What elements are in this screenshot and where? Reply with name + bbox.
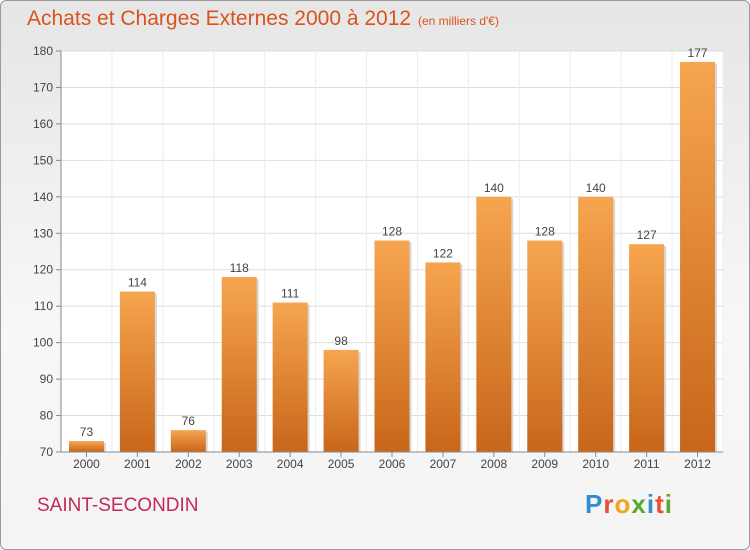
x-tick-label: 2008 — [480, 457, 507, 471]
logo-letter: P — [585, 489, 604, 519]
bar-2004[interactable] — [272, 302, 308, 452]
y-tick-label: 110 — [34, 299, 53, 313]
data-label: 118 — [230, 261, 249, 275]
data-label: 127 — [637, 228, 657, 242]
logo-letter: i — [646, 489, 656, 519]
x-tick-label: 2010 — [582, 457, 609, 471]
data-label: 128 — [535, 225, 555, 239]
chart-title: Achats et Charges Externes 2000 à 2012 — [27, 7, 412, 30]
bar-2005[interactable] — [323, 349, 359, 452]
x-tick-label: 2006 — [379, 457, 406, 471]
x-tick-label: 2007 — [430, 457, 457, 471]
x-tick-label: 2005 — [328, 457, 355, 471]
y-tick-label: 80 — [40, 409, 54, 423]
y-tick-label: 90 — [40, 372, 54, 386]
y-tick-label: 180 — [33, 44, 53, 58]
data-label: 128 — [382, 225, 402, 239]
logo-letter: i — [664, 489, 673, 519]
proxiti-logo[interactable]: Proxiti — [585, 489, 673, 520]
x-tick-label: 2001 — [124, 457, 151, 471]
bar-2012[interactable] — [680, 61, 716, 452]
y-tick-label: 170 — [33, 80, 53, 94]
bar-2001[interactable] — [119, 291, 155, 452]
y-tick-label: 160 — [33, 117, 53, 131]
city-name: SAINT-SECONDIN — [37, 495, 199, 516]
bar-2011[interactable] — [629, 244, 665, 452]
bar-2009[interactable] — [527, 240, 563, 452]
data-label: 73 — [80, 425, 94, 439]
data-label: 76 — [182, 414, 196, 428]
x-tick-label: 2004 — [277, 457, 304, 471]
data-label: 177 — [688, 46, 708, 60]
bar-2000[interactable] — [68, 441, 104, 452]
bar-2006[interactable] — [374, 240, 410, 452]
y-tick-label: 140 — [33, 190, 53, 204]
bar-2002[interactable] — [170, 430, 206, 452]
logo-letter: t — [655, 489, 665, 519]
data-label: 122 — [433, 246, 453, 260]
data-label: 114 — [128, 276, 147, 290]
bars: 73 114 76 118 111 98 128 122 140 128 140 127 177 — [68, 46, 718, 452]
chart-subtitle: (en milliers d'€) — [418, 14, 499, 28]
data-label: 98 — [334, 334, 348, 348]
x-tick-label: 2011 — [634, 457, 660, 471]
y-tick-label: 100 — [33, 336, 53, 350]
data-label: 111 — [281, 287, 300, 301]
x-tick-label: 2009 — [531, 457, 558, 471]
y-tick-label: 70 — [40, 445, 54, 459]
x-tick-label: 2003 — [226, 457, 253, 471]
axes: 70 80 90 100 110 120 130 140 150 160 170 180 2000 200… — [33, 44, 723, 471]
x-tick-label: 2002 — [175, 457, 202, 471]
bar-2007[interactable] — [425, 262, 461, 452]
x-tick-label: 2012 — [684, 457, 711, 471]
x-tick-label: 2000 — [73, 457, 100, 471]
bar-2010[interactable] — [578, 196, 614, 452]
bar-2003[interactable] — [221, 277, 257, 452]
data-label: 140 — [484, 181, 504, 195]
logo-letter: x — [631, 489, 647, 519]
logo-letter: o — [614, 489, 632, 519]
y-tick-label: 130 — [33, 226, 53, 240]
y-tick-label: 150 — [33, 153, 53, 167]
logo-letter: r — [603, 489, 615, 519]
bar-2008[interactable] — [476, 196, 512, 452]
y-tick-label: 120 — [33, 263, 53, 277]
data-label: 140 — [586, 181, 606, 195]
